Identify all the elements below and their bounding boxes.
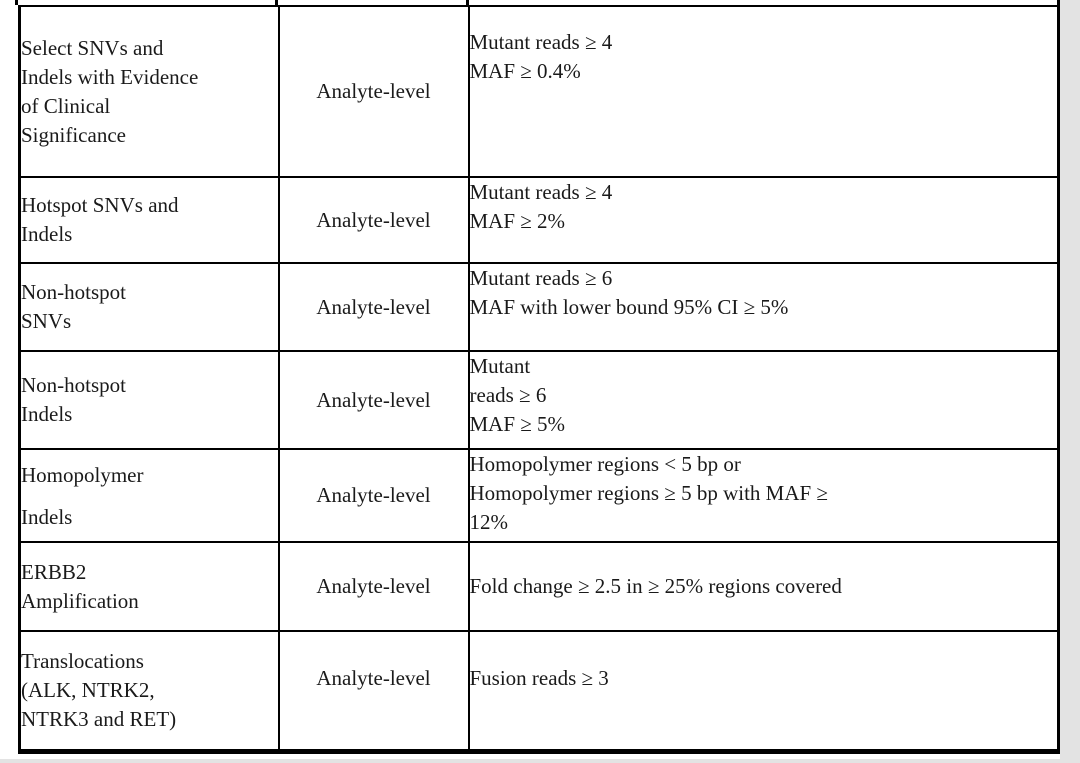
scan-edge-bottom bbox=[0, 759, 1080, 763]
analyte-level-cell: Analyte-level bbox=[277, 176, 470, 264]
variant-type-cell: ERBB2 Amplification bbox=[18, 541, 280, 632]
criteria-text: Mutant reads ≥ 6 MAF with lower bound 95%… bbox=[469, 266, 789, 319]
variant-type-text: Non-hotspot SNVs bbox=[21, 280, 127, 333]
variant-type-cell: Non-hotspot Indels bbox=[18, 350, 280, 450]
analyte-level-text: Analyte-level bbox=[316, 483, 431, 507]
analyte-level-cell: Analyte-level bbox=[277, 262, 470, 352]
variant-type-cell: Translocations (ALK, NTRK2, NTRK3 and RET) bbox=[18, 630, 280, 752]
criteria-cell: Fold change ≥ 2.5 in ≥ 25% regions cover… bbox=[467, 541, 1060, 632]
analyte-level-text: Analyte-level bbox=[316, 574, 431, 598]
analyte-level-cell: Analyte-level bbox=[277, 541, 470, 632]
criteria-cell: Mutant reads ≥ 4 MAF ≥ 2% bbox=[467, 176, 1060, 264]
table-row: Select SNVs and Indels with Evidence of Cl… bbox=[18, 5, 1060, 178]
table-row: Translocations (ALK, NTRK2, NTRK3 and RET)… bbox=[18, 630, 1060, 752]
variant-type-cell: Homopolymer Indels bbox=[18, 448, 280, 543]
analyte-level-cell: Analyte-level bbox=[277, 448, 470, 543]
cutoff-line-left bbox=[15, 0, 18, 5]
criteria-text: Mutant reads ≥ 4 MAF ≥ 2% bbox=[469, 180, 613, 233]
variant-type-text: Homopolymer Indels bbox=[21, 462, 144, 529]
cutoff-line-col1 bbox=[275, 0, 278, 5]
criteria-table-body: Select SNVs and Indels with Evidence of Cl… bbox=[18, 5, 1060, 752]
scan-edge-right bbox=[1060, 0, 1080, 763]
criteria-table-wrap: Select SNVs and Indels with Evidence of Cl… bbox=[15, 0, 1060, 754]
criteria-cell: Mutant reads ≥ 4 MAF ≥ 0.4% bbox=[467, 5, 1060, 178]
cutoff-line-right bbox=[1057, 0, 1060, 5]
variant-type-cell: Non-hotspot SNVs bbox=[18, 262, 280, 352]
table-row: Homopolymer Indels Analyte-level Homopoly… bbox=[18, 448, 1060, 543]
table-row: Non-hotspot SNVs Analyte-level Mutant rea… bbox=[18, 262, 1060, 352]
analyte-level-cell: Analyte-level bbox=[277, 350, 470, 450]
variant-type-text: Non-hotspot Indels bbox=[21, 373, 127, 426]
variant-type-text: ERBB2 Amplification bbox=[21, 559, 139, 613]
variant-type-text: Translocations (ALK, NTRK2, NTRK3 and RET) bbox=[21, 648, 177, 731]
criteria-text: Mutant reads ≥ 6 MAF ≥ 5% bbox=[469, 354, 566, 436]
table-row: Hotspot SNVs and Indels Analyte-level Mut… bbox=[18, 176, 1060, 264]
analyte-level-cell: Analyte-level bbox=[277, 5, 470, 178]
cutoff-line-col2 bbox=[466, 0, 469, 5]
analyte-level-text: Analyte-level bbox=[316, 387, 431, 412]
criteria-cell: Homopolymer regions < 5 bp or Homopolymer… bbox=[467, 448, 1060, 543]
criteria-cell: Fusion reads ≥ 3 bbox=[467, 630, 1060, 752]
table-row: Non-hotspot Indels Analyte-level Mutant re… bbox=[18, 350, 1060, 450]
variant-type-cell: Select SNVs and Indels with Evidence of Cl… bbox=[18, 5, 280, 178]
analyte-level-text: Analyte-level bbox=[316, 665, 431, 690]
criteria-text: Homopolymer regions < 5 bp or Homopolymer… bbox=[469, 452, 828, 534]
criteria-cell: Mutant reads ≥ 6 MAF with lower bound 95%… bbox=[467, 262, 1060, 352]
table-row: ERBB2 Amplification Analyte-level Fold ch… bbox=[18, 541, 1060, 632]
variant-type-text: Hotspot SNVs and Indels bbox=[21, 193, 179, 246]
criteria-table: Select SNVs and Indels with Evidence of Cl… bbox=[18, 5, 1060, 754]
analyte-level-text: Analyte-level bbox=[316, 207, 431, 232]
criteria-text: Fusion reads ≥ 3 bbox=[469, 665, 609, 690]
criteria-cell: Mutant reads ≥ 6 MAF ≥ 5% bbox=[467, 350, 1060, 450]
analyte-level-cell: Analyte-level bbox=[277, 630, 470, 752]
criteria-text: Mutant reads ≥ 4 MAF ≥ 0.4% bbox=[469, 30, 613, 83]
analyte-level-text: Analyte-level bbox=[316, 294, 431, 319]
variant-type-text: Select SNVs and Indels with Evidence of Cl… bbox=[21, 35, 199, 147]
variant-type-cell: Hotspot SNVs and Indels bbox=[18, 176, 280, 264]
analyte-level-text: Analyte-level bbox=[316, 79, 431, 103]
criteria-text: Fold change ≥ 2.5 in ≥ 25% regions cover… bbox=[469, 574, 842, 598]
